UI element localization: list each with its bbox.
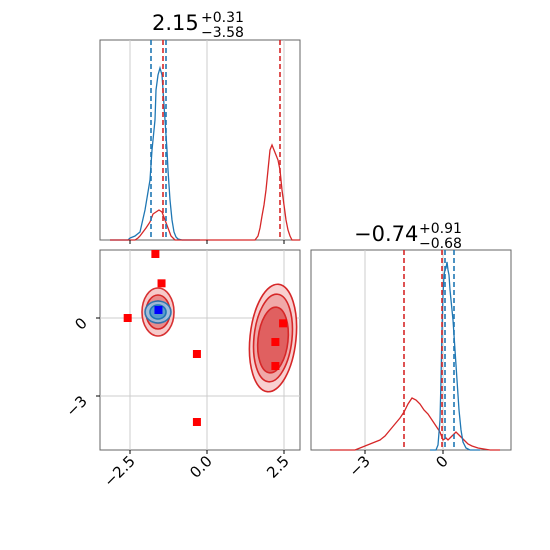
panel-bottom-right: [310, 249, 512, 451]
title-2: −0.74 +0.91 −0.68: [354, 221, 462, 252]
marker-0-0: [123, 314, 132, 322]
marker-1-0: [154, 306, 163, 314]
marker-0-4: [192, 418, 201, 426]
hist-bottom-right-blue: [430, 261, 480, 451]
xtick-label-1: −2.5: [100, 452, 138, 490]
marker-0-7: [279, 319, 288, 328]
marker-0-5: [271, 338, 280, 346]
title-2-upper: +0.91: [419, 221, 462, 237]
title-1-lower: −3.58: [201, 25, 244, 41]
marker-0-6: [271, 362, 280, 370]
ytick-label-1: 0: [71, 314, 90, 333]
marker-0-3: [192, 350, 201, 358]
marker-0-2: [157, 279, 166, 288]
xtick-label-3: 2.5: [263, 452, 293, 482]
hist-bottom-right-red: [330, 397, 500, 451]
quantiles-bottom-right: [403, 250, 455, 450]
markers-bottom-left: [123, 250, 288, 426]
hist-top-left-blue: [110, 65, 200, 241]
title-2-value: −0.74: [354, 222, 418, 246]
xtick-label-right-1: −3: [345, 452, 373, 480]
xtick-label-right-2: 0: [432, 452, 451, 471]
ticks: [96, 240, 444, 454]
panel-bottom-left: [99, 249, 301, 451]
quantiles-top-left: [150, 40, 281, 240]
hist-top-left-red: [110, 143, 300, 241]
title-1-upper: +0.31: [201, 10, 244, 26]
xtick-label-2: 0.0: [186, 452, 216, 482]
title-1: 2.15 +0.31 −3.58: [152, 10, 244, 41]
title-2-lower: −0.68: [419, 236, 462, 252]
ytick-label-2: −3: [62, 392, 90, 420]
marker-0-1: [151, 250, 160, 258]
title-1-value: 2.15: [152, 11, 199, 35]
